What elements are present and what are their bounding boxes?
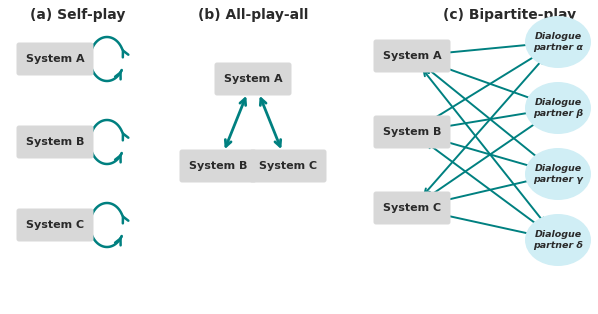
FancyArrowPatch shape xyxy=(431,211,537,237)
FancyBboxPatch shape xyxy=(17,126,93,159)
Text: (b) All-play-all: (b) All-play-all xyxy=(198,8,308,22)
Text: System C: System C xyxy=(383,203,441,213)
FancyArrowPatch shape xyxy=(427,143,541,227)
FancyArrowPatch shape xyxy=(428,53,539,122)
FancyArrowPatch shape xyxy=(428,120,540,198)
Text: System B: System B xyxy=(189,161,247,171)
Text: Dialogue
partner β: Dialogue partner β xyxy=(533,98,583,118)
Ellipse shape xyxy=(525,82,591,134)
FancyArrowPatch shape xyxy=(430,62,538,101)
Text: (a) Self-play: (a) Self-play xyxy=(30,8,126,22)
FancyBboxPatch shape xyxy=(374,116,450,149)
Text: (c) Bipartite-play: (c) Bipartite-play xyxy=(444,8,576,22)
FancyBboxPatch shape xyxy=(374,192,450,225)
Text: Dialogue
partner α: Dialogue partner α xyxy=(533,32,583,52)
FancyBboxPatch shape xyxy=(179,149,257,182)
FancyBboxPatch shape xyxy=(17,208,93,241)
Text: System A: System A xyxy=(383,51,441,61)
FancyArrowPatch shape xyxy=(431,178,537,205)
FancyArrowPatch shape xyxy=(239,163,267,169)
FancyArrowPatch shape xyxy=(225,99,246,146)
FancyArrowPatch shape xyxy=(430,136,537,169)
Text: System C: System C xyxy=(259,161,317,171)
Text: System B: System B xyxy=(26,137,84,147)
FancyArrowPatch shape xyxy=(431,42,536,56)
FancyBboxPatch shape xyxy=(17,42,93,75)
Ellipse shape xyxy=(525,214,591,266)
Ellipse shape xyxy=(525,148,591,200)
FancyArrowPatch shape xyxy=(425,58,544,194)
FancyBboxPatch shape xyxy=(249,149,327,182)
FancyArrowPatch shape xyxy=(424,71,545,223)
Text: System A: System A xyxy=(26,54,84,64)
Text: Dialogue
partner δ: Dialogue partner δ xyxy=(533,230,583,250)
Text: System A: System A xyxy=(224,74,282,84)
FancyBboxPatch shape xyxy=(215,62,291,95)
FancyArrowPatch shape xyxy=(260,99,280,146)
Text: System B: System B xyxy=(383,127,441,137)
Text: Dialogue
partner γ: Dialogue partner γ xyxy=(533,164,583,184)
FancyArrowPatch shape xyxy=(426,68,541,160)
Text: System C: System C xyxy=(26,220,84,230)
Ellipse shape xyxy=(525,16,591,68)
FancyArrowPatch shape xyxy=(431,110,536,131)
FancyBboxPatch shape xyxy=(374,40,450,73)
